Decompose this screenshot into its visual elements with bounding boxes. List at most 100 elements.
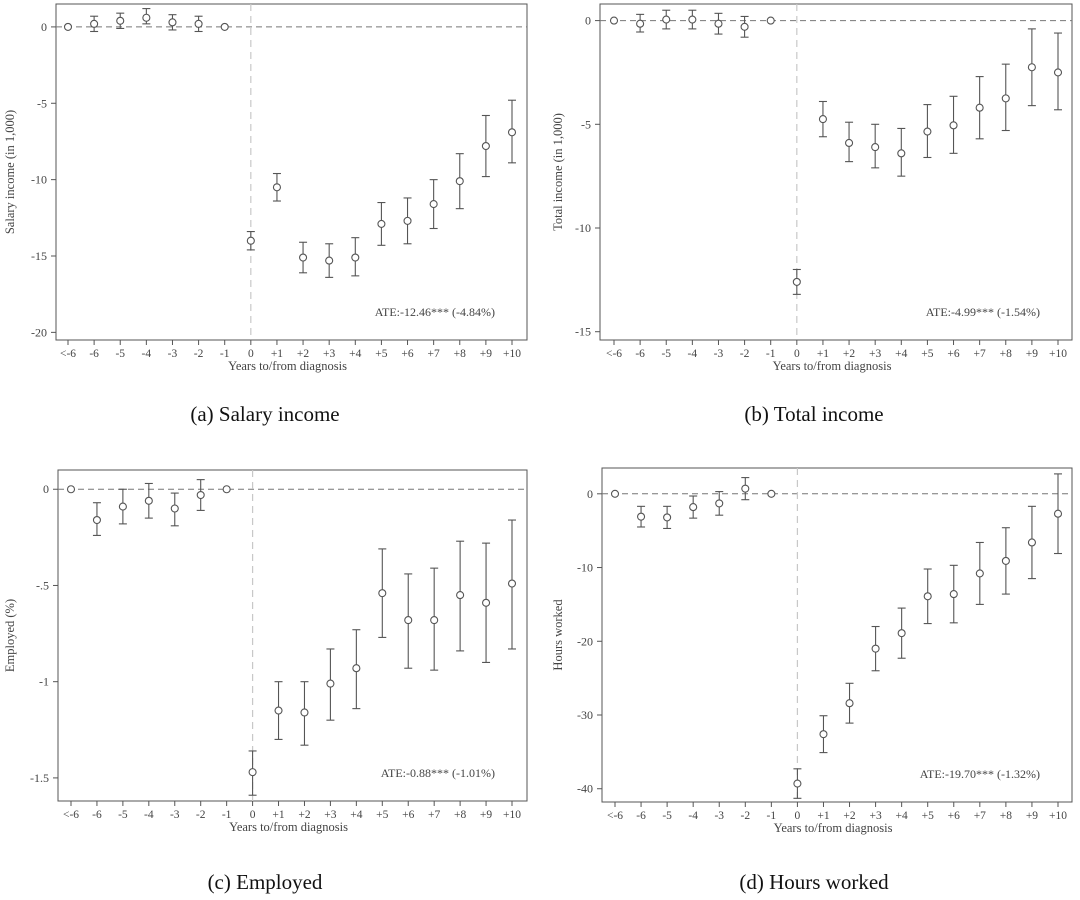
plot-frame (55, 3, 528, 341)
x-tick-label: +9 (1026, 348, 1038, 360)
ate-annotation: ATE:-4.99*** (-1.54%) (926, 305, 1040, 319)
y-tick-label: -20 (31, 325, 47, 339)
point-estimate (455, 177, 464, 186)
point-estimate (274, 706, 283, 715)
y-tick-label: 0 (585, 14, 591, 28)
point-estimate (196, 490, 205, 500)
y-tick-label: -20 (577, 634, 593, 648)
x-tick-label: +4 (896, 810, 908, 822)
x-tick-label: +2 (843, 348, 855, 360)
point-estimate (845, 699, 854, 708)
y-tick-label: -40 (577, 782, 593, 796)
point-estimate (845, 138, 854, 148)
chart-salary-income: 0-5-10-15-20<-6 -6 -5 -4 -3 -2 -1 0 +1 +2 +3 +4 +5 +6… (3, 3, 528, 373)
x-tick-label: +10 (503, 809, 521, 821)
y-tick-label: 0 (587, 487, 593, 501)
point-estimate (482, 598, 491, 607)
point-estimate (429, 200, 438, 209)
point-estimate (792, 277, 801, 286)
x-tick-label: +10 (1049, 810, 1067, 822)
x-axis-title: Years to/from diagnosis (228, 359, 347, 373)
point-estimate (609, 16, 619, 25)
point-estimate (741, 484, 750, 493)
point-estimate (714, 19, 723, 28)
ate-annotation: ATE:-12.46*** (-4.84%) (375, 305, 495, 319)
chart-panel-salary-income: 0 -5 -10 -15 -20 <-6 -6 -5 -4 -3 -2 -1 0 +1 +2 +3 +4 +5 +6… (0, 0, 540, 440)
x-tick-label: +5 (922, 810, 934, 822)
x-tick-label: +6 (402, 809, 414, 821)
plot-frame (601, 467, 1073, 803)
x-tick-label: -2 (196, 809, 206, 821)
point-estimate (507, 128, 517, 137)
x-tick-label: <-6 (63, 809, 79, 821)
x-tick-label: <-6 (607, 810, 623, 822)
x-tick-label: 0 (795, 810, 801, 822)
x-tick-label: +3 (869, 348, 881, 360)
x-tick-label: -3 (714, 348, 724, 360)
x-tick-label: -6 (89, 348, 99, 360)
x-tick-label: +9 (480, 809, 492, 821)
point-estimate (715, 499, 724, 508)
x-tick-label: -6 (636, 810, 646, 822)
point-estimate (378, 589, 387, 598)
chart-caption: (d) Hours worked (739, 870, 889, 894)
y-tick-label: -5 (37, 96, 47, 110)
x-tick-label: +1 (817, 810, 829, 822)
point-estimate (300, 708, 309, 717)
point-estimate (975, 103, 984, 112)
x-tick-label: <-6 (606, 348, 622, 360)
y-tick-label: -.5 (36, 578, 49, 592)
point-estimate (793, 779, 802, 788)
point-estimate (92, 515, 101, 525)
x-tick-label: -2 (194, 348, 204, 360)
point-estimate (1027, 538, 1036, 547)
x-tick-label: -1 (222, 809, 232, 821)
x-tick-label: +8 (1000, 810, 1012, 822)
chart-panel-employed: 0 -.5 -1 -1.5 <-6 -6 -5 -4 -3 -2 -1 0 +1 +2 +3 +4 +5 +6 +7… (0, 460, 540, 900)
point-estimate (194, 19, 203, 28)
point-estimate (352, 664, 361, 673)
plot-frame (599, 3, 1073, 341)
x-tick-label: +7 (428, 809, 440, 821)
point-estimate (248, 768, 257, 777)
x-tick-label: +4 (895, 348, 907, 360)
point-estimate (688, 15, 697, 24)
chart-hours-worked: 0-10-20-30-40<-6 -6 -5 -4 -3 -2 -1 0 +1 +2 +3 +4 +5 +… (551, 467, 1073, 835)
plot-frame (57, 469, 528, 802)
x-tick-label: -6 (635, 348, 645, 360)
chart-panel-hours-worked: 0 -10 -20 -30 -40 <-6 -6 -5 -4 -3 -2 -1 0 +1 +2 +3 +4 +5 +… (548, 460, 1080, 900)
point-estimate (430, 616, 439, 625)
x-tick-label: +4 (350, 809, 362, 821)
y-tick-label: 0 (41, 20, 47, 34)
y-tick-label: -10 (575, 221, 591, 235)
x-tick-label: +10 (1049, 348, 1067, 360)
point-estimate (168, 18, 177, 27)
point-estimate (507, 579, 517, 588)
x-tick-label: +5 (921, 348, 933, 360)
point-estimate (662, 15, 671, 24)
y-tick-label: -30 (577, 708, 593, 722)
x-tick-label: +5 (376, 809, 388, 821)
point-estimate (637, 512, 646, 521)
x-tick-label: -6 (92, 809, 102, 821)
point-estimate (636, 19, 645, 28)
x-tick-label: +8 (1000, 348, 1012, 360)
point-estimate (1053, 509, 1063, 518)
point-estimate (766, 16, 775, 25)
y-tick-label: -15 (575, 325, 591, 339)
ate-annotation: ATE:-19.70*** (-1.32%) (920, 767, 1040, 781)
point-estimate (403, 216, 412, 225)
x-tick-label: -4 (688, 348, 698, 360)
point-estimate (377, 219, 386, 228)
y-axis-title: Hours worked (551, 599, 565, 671)
y-tick-label: 0 (43, 482, 49, 496)
point-estimate (116, 16, 125, 25)
point-estimate (923, 592, 932, 601)
y-tick-label: -1 (39, 675, 49, 689)
x-tick-label: -1 (766, 348, 776, 360)
point-estimate (923, 127, 932, 136)
point-estimate (246, 236, 255, 245)
point-estimate (975, 569, 984, 578)
chart-total-income: 0-5-10-15<-6 -6 -5 -4 -3 -2 -1 0 +1 +2 +3 +4 +5 +6 +7 +… (551, 3, 1073, 373)
x-tick-label: +7 (974, 348, 986, 360)
